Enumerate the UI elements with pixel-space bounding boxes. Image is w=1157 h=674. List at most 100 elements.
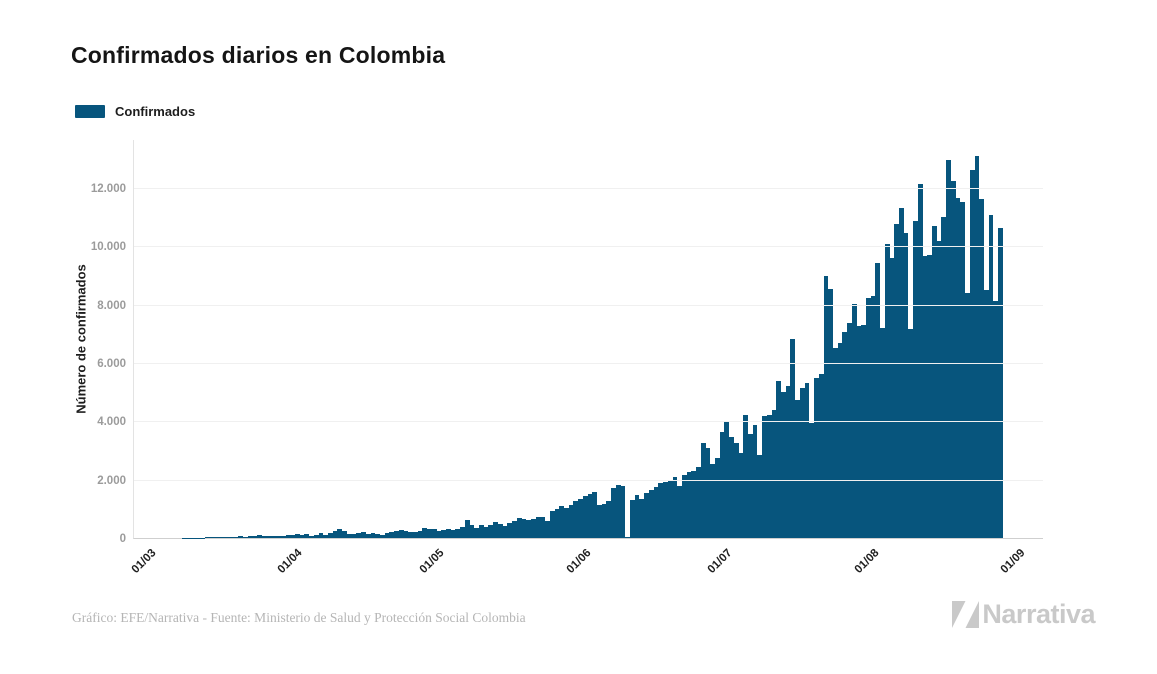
bar (582, 495, 588, 538)
bar (946, 160, 951, 538)
gridline (134, 479, 1043, 481)
bar (983, 290, 989, 538)
bar (979, 198, 984, 538)
bar (379, 534, 385, 538)
legend-label: Confirmados (115, 104, 196, 119)
bar (530, 518, 536, 538)
bar (597, 505, 602, 538)
bar (540, 517, 546, 538)
bar (233, 536, 239, 538)
bar (974, 156, 980, 538)
bar (507, 522, 513, 538)
bar (346, 534, 352, 538)
bar (757, 455, 763, 538)
narrativa-logo: Narrativa (952, 599, 1095, 630)
bar (988, 215, 994, 538)
bar (766, 415, 772, 538)
bar (790, 338, 796, 538)
bar (696, 466, 701, 538)
bar (856, 325, 862, 538)
bar (587, 494, 593, 538)
bar (719, 432, 725, 538)
bar (285, 535, 291, 538)
bar (455, 529, 461, 538)
bar (389, 532, 395, 538)
y-tick-label: 0 (119, 533, 126, 545)
bar (304, 533, 310, 538)
bar (710, 463, 715, 538)
bar (578, 498, 583, 538)
x-tick-label: 01/09 (998, 547, 1028, 576)
bar (870, 295, 876, 538)
bar (927, 255, 933, 538)
bar (663, 482, 668, 538)
bar (224, 536, 229, 538)
y-tick-label: 6.000 (97, 358, 126, 371)
bar (644, 493, 649, 538)
bar (592, 492, 597, 538)
bar (351, 534, 357, 538)
bar (460, 526, 465, 538)
bar (861, 324, 866, 538)
bar (417, 531, 423, 538)
bar (214, 537, 220, 538)
bar (917, 184, 923, 538)
y-tick-label: 4.000 (97, 416, 126, 429)
bar (875, 262, 881, 538)
x-tick-label: 01/04 (276, 547, 305, 576)
y-tick-label: 2.000 (97, 474, 126, 487)
bar (323, 534, 329, 538)
bar (611, 488, 616, 538)
bar (276, 536, 281, 538)
legend: Confirmados (75, 104, 195, 119)
bar (365, 533, 371, 538)
bar (832, 347, 838, 538)
bar (686, 472, 692, 538)
bar (408, 531, 413, 538)
bar (752, 425, 758, 538)
bar (474, 528, 480, 538)
gridline (134, 421, 1043, 423)
bar (516, 517, 522, 538)
y-axis-labels: 0 2.000 4.000 6.000 8.000 10.000 12.000 (56, 140, 126, 545)
bar (493, 522, 498, 538)
bar (823, 275, 829, 538)
bar (247, 536, 253, 538)
bar (563, 507, 569, 538)
bar (842, 332, 848, 538)
bar (681, 475, 687, 538)
bar (828, 288, 833, 538)
plot-area: 0 2.000 4.000 6.000 8.000 10.000 12.000 01/03 0… (91, 140, 1043, 576)
bar (464, 520, 470, 538)
bar (545, 521, 550, 538)
bar (837, 342, 843, 538)
bar (913, 221, 918, 538)
legend-swatch (75, 105, 105, 118)
bar (865, 297, 871, 538)
bar (422, 528, 428, 538)
bar (677, 485, 682, 538)
bar (309, 535, 314, 538)
bar (648, 490, 654, 538)
bar (729, 437, 734, 538)
bar (370, 533, 376, 538)
bar (884, 243, 890, 538)
x-tick-label: 01/07 (705, 547, 735, 576)
bar (814, 377, 819, 538)
gridline (134, 188, 1043, 190)
bar (998, 228, 1003, 538)
bar (932, 226, 937, 538)
bar (705, 447, 711, 538)
bar (639, 498, 645, 538)
x-tick-label: 01/03 (129, 547, 159, 576)
bar (606, 501, 612, 538)
bar (762, 416, 767, 538)
bar (880, 328, 885, 538)
bar (818, 373, 824, 538)
bar (809, 423, 815, 538)
bar (748, 433, 753, 538)
bar (228, 536, 234, 538)
bar (851, 303, 857, 538)
gridline (134, 363, 1043, 365)
x-tick-label: 01/06 (564, 547, 593, 576)
